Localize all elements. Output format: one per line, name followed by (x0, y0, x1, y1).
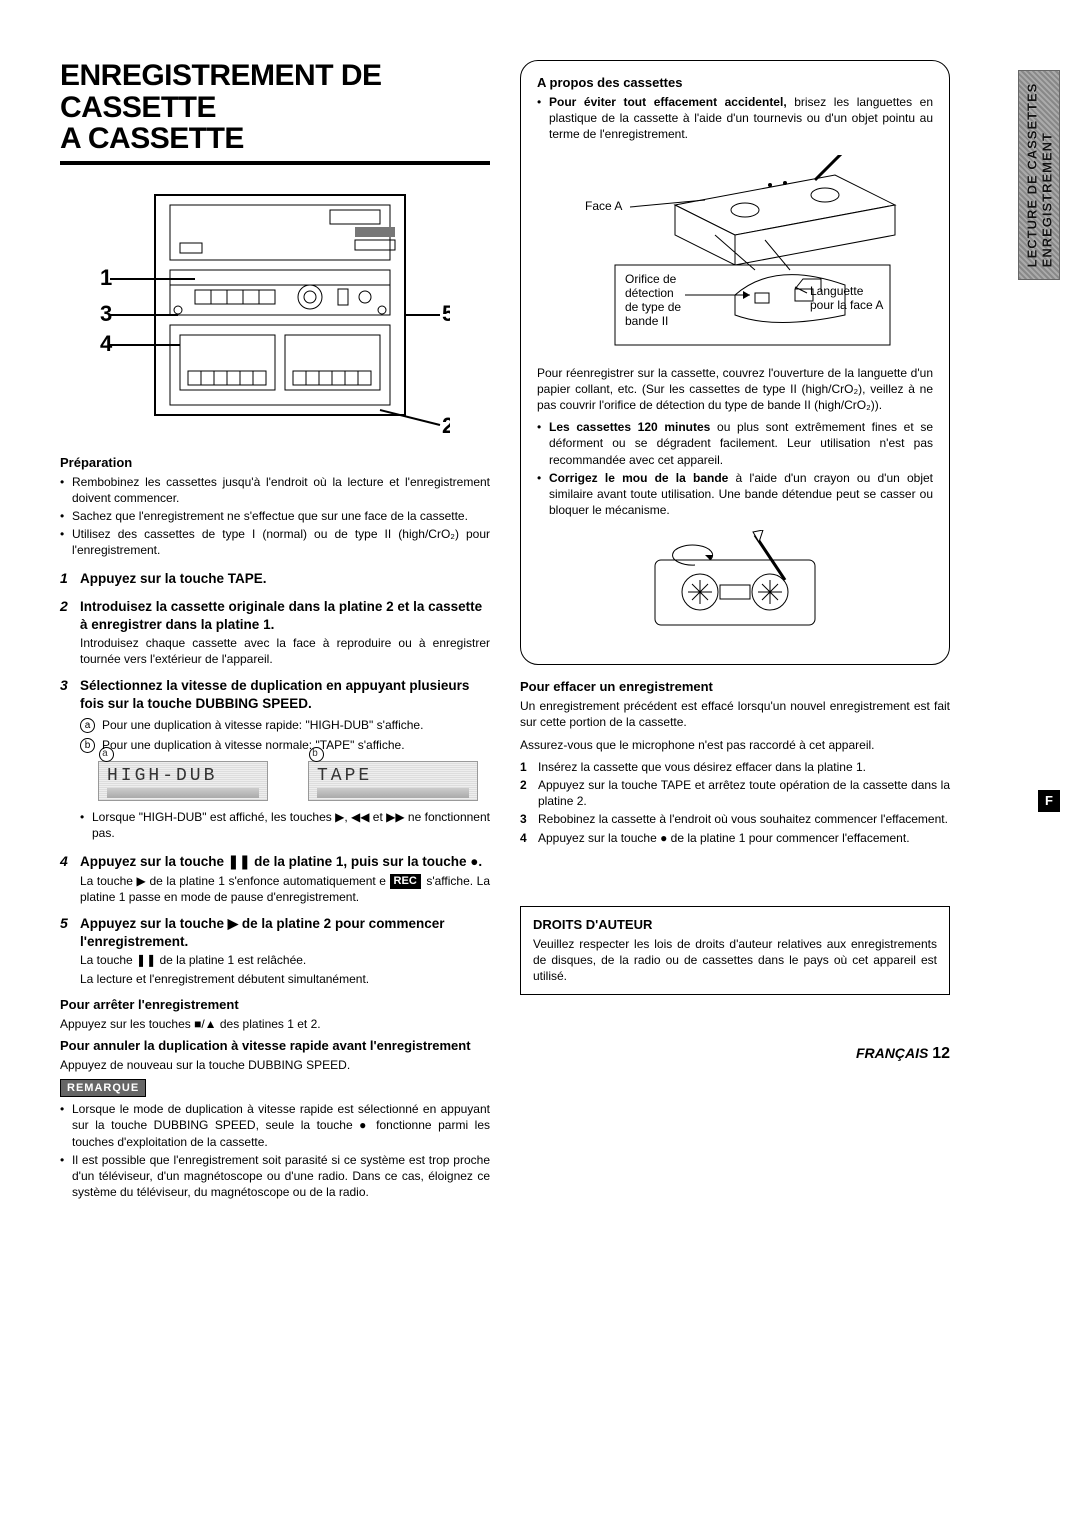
side-tab: LECTURE DE CASSETTES ENREGISTREMENT (1018, 70, 1060, 280)
callout-4: 4 (100, 331, 113, 356)
prep-item: Utilisez des cassettes de type I (normal… (60, 526, 490, 558)
step-title: Introduisez la cassette originale dans l… (80, 598, 490, 633)
language-badge: F (1038, 790, 1060, 812)
sub-item-a: a Pour une duplication à vitesse rapide:… (80, 717, 490, 733)
step-title: Appuyez sur la touche TAPE. (80, 570, 490, 588)
footer-lang: FRANÇAIS (856, 1045, 928, 1061)
orifice-label: Orifice de (625, 272, 677, 286)
about-item: Corrigez le mou de la bande à l'aide d'u… (537, 470, 933, 519)
device-diagram: 1 3 4 5 2 (100, 185, 450, 435)
remark-list: Lorsque le mode de duplication à vitesse… (60, 1101, 490, 1200)
stop-head: Pour arrêter l'enregistrement (60, 997, 490, 1012)
circle-b-icon: b (80, 738, 95, 753)
svg-text:bande II: bande II (625, 314, 668, 328)
title-underline (60, 161, 490, 165)
copyright-head: DROITS D'AUTEUR (533, 917, 937, 932)
step-title: Appuyez sur la touche ❚❚ de la platine 1… (80, 853, 490, 871)
languette-label: Languette (810, 284, 864, 298)
callout-3: 3 (100, 301, 112, 326)
step-body: La touche ❚❚ de la platine 1 est relâché… (80, 952, 490, 968)
mechanism-diagram (635, 530, 835, 640)
erase-head: Pour effacer un enregistrement (520, 679, 950, 694)
about-cassettes-box: A propos des cassettes Pour éviter tout … (520, 60, 950, 665)
footer-page: 12 (932, 1045, 950, 1062)
facea-label: Face A (585, 199, 622, 213)
remark-item: Lorsque le mode de duplication à vitesse… (60, 1101, 490, 1150)
step-body: La touche ▶ de la platine 1 s'enfonce au… (80, 873, 490, 905)
callout-1: 1 (100, 265, 112, 290)
lcd-display-b: b TAPE (308, 761, 478, 801)
page-title: ENREGISTREMENT DE CASSETTE A CASSETTE (60, 60, 490, 155)
circle-a-icon: a (80, 718, 95, 733)
remark-item: Il est possible que l'enregistrement soi… (60, 1152, 490, 1201)
preparation-head: Préparation (60, 455, 490, 470)
side-tab-line1: LECTURE DE CASSETTES (1024, 83, 1039, 268)
page-footer: FRANÇAIS 12 (520, 1045, 950, 1063)
sub-item-b: b Pour une duplication à vitesse normale… (80, 737, 490, 753)
cancel-body: Appuyez de nouveau sur la touche DUBBING… (60, 1057, 490, 1073)
steps-list: Appuyez sur la touche TAPE. Introduisez … (60, 570, 490, 986)
step-title: Appuyez sur la touche ▶ de la platine 2 … (80, 915, 490, 950)
copyright-body: Veuillez respecter les lois de droits d'… (533, 936, 937, 985)
about-lead: Pour éviter tout effacement accidentel, … (537, 94, 933, 143)
remark-badge: REMARQUE (60, 1079, 146, 1097)
prep-item: Rembobinez les cassettes jusqu'à l'endro… (60, 474, 490, 506)
side-tab-line2: ENREGISTREMENT (1039, 132, 1054, 267)
callout-5: 5 (442, 301, 450, 326)
step-body: La lecture et l'enregistrement débutent … (80, 971, 490, 987)
cassette-diagram: Face A Orifice de détection de type de b… (555, 155, 915, 355)
step-body: Introduisez chaque cassette avec la face… (80, 635, 490, 667)
erase-para1: Un enregistrement précédent est effacé l… (520, 698, 950, 730)
copyright-box: DROITS D'AUTEUR Veuillez respecter les l… (520, 906, 950, 996)
about-para: Pour réenregistrer sur la cassette, couv… (537, 365, 933, 414)
svg-text:pour la face A: pour la face A (810, 298, 883, 312)
about-item: Les cassettes 120 minutes ou plus sont e… (537, 419, 933, 468)
step3-note: Lorsque "HIGH-DUB" est affiché, les touc… (80, 809, 490, 841)
svg-text:de type de: de type de (625, 300, 681, 314)
erase-para2: Assurez-vous que le microphone n'est pas… (520, 737, 950, 753)
about-head: A propos des cassettes (537, 75, 933, 90)
lcd-display-a: a HIGH-DUB (98, 761, 268, 801)
stop-body: Appuyez sur les touches ■/▲ des platines… (60, 1016, 490, 1032)
step-title: Sélectionnez la vitesse de duplication e… (80, 677, 490, 712)
lcd-row: a HIGH-DUB b TAPE (98, 761, 490, 801)
callout-2: 2 (442, 413, 450, 435)
cancel-head: Pour annuler la duplication à vitesse ra… (60, 1038, 490, 1053)
preparation-list: Rembobinez les cassettes jusqu'à l'endro… (60, 474, 490, 559)
prep-item: Sachez que l'enregistrement ne s'effectu… (60, 508, 490, 524)
erase-steps: 1Insérez la cassette que vous désirez ef… (520, 759, 950, 846)
svg-text:détection: détection (625, 286, 674, 300)
